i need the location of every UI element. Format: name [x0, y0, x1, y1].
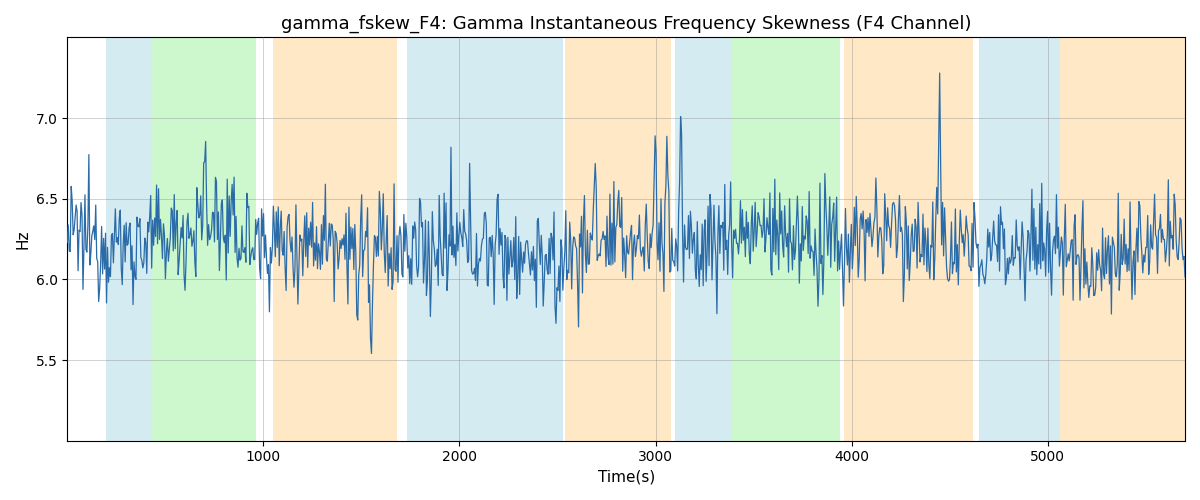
Bar — [107, 38, 151, 440]
Bar — [1060, 38, 1186, 440]
Bar — [732, 38, 840, 440]
Bar — [844, 38, 973, 440]
Y-axis label: Hz: Hz — [16, 230, 30, 249]
Title: gamma_fskew_F4: Gamma Instantaneous Frequency Skewness (F4 Channel): gamma_fskew_F4: Gamma Instantaneous Freq… — [281, 15, 971, 34]
X-axis label: Time(s): Time(s) — [598, 470, 655, 485]
Bar — [407, 38, 563, 440]
Bar — [676, 38, 732, 440]
Bar — [979, 38, 1060, 440]
Bar — [565, 38, 671, 440]
Bar — [274, 38, 397, 440]
Bar — [151, 38, 256, 440]
